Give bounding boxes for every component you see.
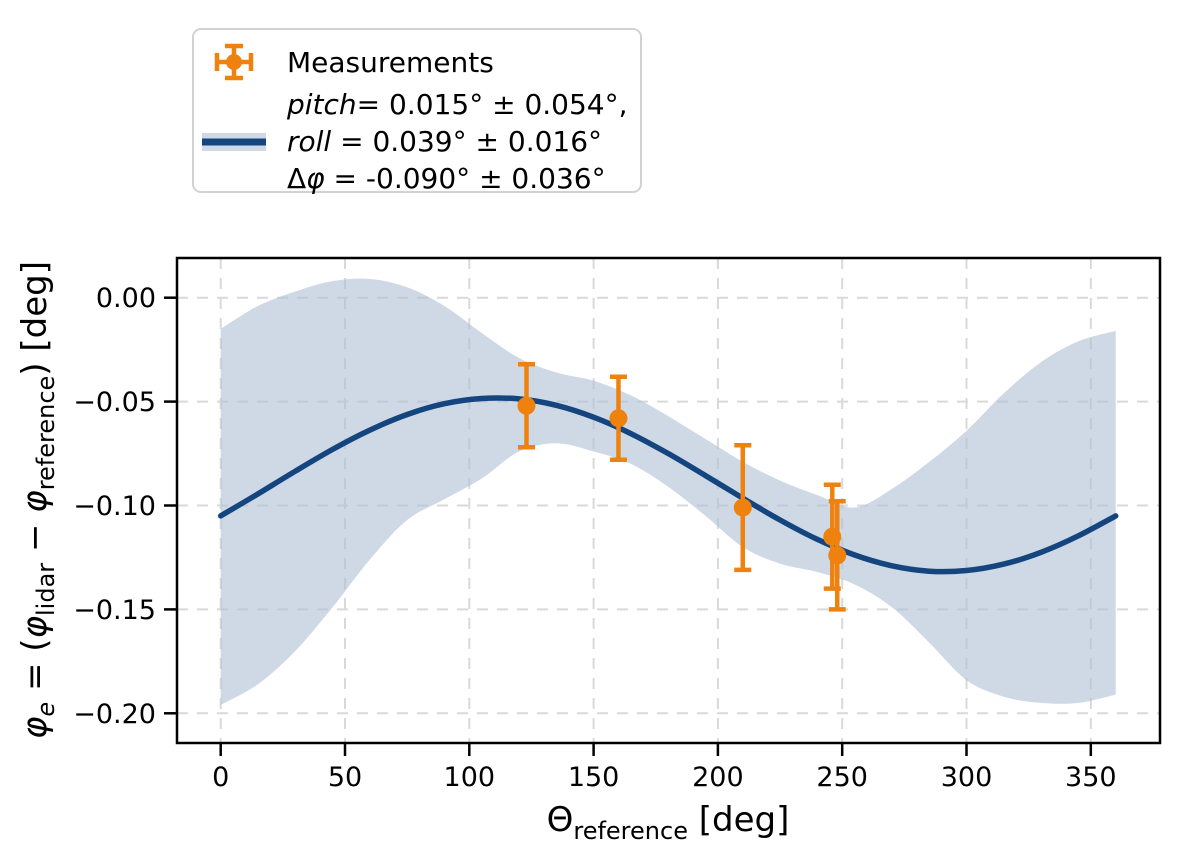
x-axis: 0 50 100 150 200 250 300 350: [212, 743, 1117, 793]
fit-label-text: = 0.039° ± 0.016°: [331, 125, 603, 158]
legend: Measurements pitch= 0.015° ± 0.054°, roll…: [192, 28, 642, 195]
x-axis-label: Θreference [deg]: [547, 800, 790, 845]
errorbar-marker-icon: [194, 41, 274, 83]
fit-label-text: Δ: [287, 162, 307, 195]
fit-line-icon: [194, 132, 274, 152]
y-tick-label: −0.15: [73, 595, 156, 626]
fit-label-text: = -0.090° ± 0.036°: [324, 162, 606, 195]
y-axis: 0.00 −0.05 −0.10 −0.15 −0.20: [73, 283, 177, 730]
x-tick-label: 50: [328, 762, 362, 793]
data-point: [733, 498, 752, 517]
y-tick-label: −0.05: [73, 387, 156, 418]
errorbar-marker-dot: [226, 54, 242, 70]
y-axis-label: φe = (φlidar − φreference) [deg]: [15, 261, 60, 739]
x-tick-label: 200: [692, 762, 744, 793]
legend-entry-measurements: Measurements: [194, 40, 640, 84]
x-tick-label: 250: [816, 762, 868, 793]
data-point: [609, 409, 628, 428]
x-tick-label: 0: [212, 762, 229, 793]
y-tick-label: 0.00: [96, 283, 156, 314]
x-tick-label: 350: [1065, 762, 1117, 793]
curve-path: [217, 395, 1119, 575]
plot-border: [175, 256, 1162, 745]
measurement-points: [517, 361, 847, 612]
x-tick-label: 300: [941, 762, 993, 793]
fit-label-var: φ: [306, 162, 325, 195]
legend-fit-label-line: roll = 0.039° ± 0.016°: [287, 123, 628, 160]
legend-fit-label: pitch= 0.015° ± 0.054°, roll = 0.039° ± 0…: [287, 86, 628, 197]
axes-spines: [175, 256, 1162, 745]
confidence-band: [220, 278, 1116, 705]
fit-label-var: roll: [287, 125, 332, 158]
data-point: [828, 546, 847, 565]
legend-fit-label-line: Δφ = -0.090° ± 0.036°: [287, 160, 628, 197]
data-point: [517, 396, 536, 415]
errorbar: [517, 361, 536, 450]
fit-curve: [217, 395, 1119, 575]
band-path: [220, 278, 1116, 705]
errorbar: [609, 374, 628, 463]
y-tick-label: −0.10: [73, 491, 156, 522]
x-tick-label: 150: [568, 762, 620, 793]
y-tick-label: −0.20: [73, 699, 156, 730]
legend-entry-fit: pitch= 0.015° ± 0.054°, roll = 0.039° ± 0…: [194, 86, 640, 197]
legend-measurements-label: Measurements: [287, 45, 494, 79]
fit-label-text: = 0.015° ± 0.054°,: [356, 88, 628, 121]
axis-labels: Θreference [deg] φe = (φlidar − φreferenc…: [15, 261, 789, 845]
fit-label-var: pitch: [287, 88, 357, 121]
x-tick-label: 100: [444, 762, 496, 793]
errorbar: [733, 442, 752, 573]
errorbar: [828, 499, 847, 612]
legend-fit-label-line: pitch= 0.015° ± 0.054°,: [287, 86, 628, 123]
